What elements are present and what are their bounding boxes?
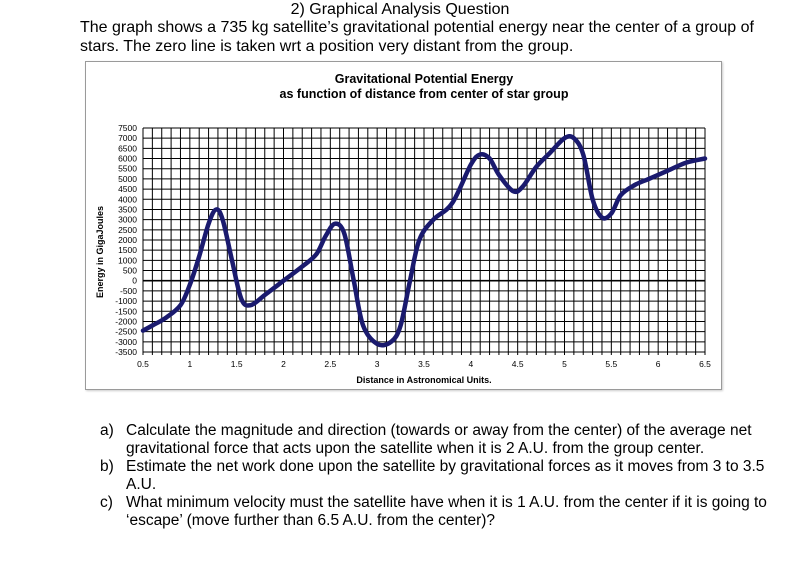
question-text: Calculate the magnitude and direction (t… <box>126 422 752 457</box>
y-tick-label: 2000 <box>118 235 137 245</box>
question-list: a) Calculate the magnitude and direction … <box>100 422 790 530</box>
y-tick-label: 5000 <box>118 174 137 184</box>
x-tick-label: 4.5 <box>512 359 524 369</box>
question-letter: c) <box>100 494 113 511</box>
y-tick-label: 1000 <box>118 255 137 265</box>
y-tick-label: 4000 <box>118 194 137 204</box>
energy-chart: Gravitational Potential Energy as functi… <box>95 72 711 385</box>
y-tick-label: -2500 <box>115 327 137 337</box>
y-tick-label: 4500 <box>118 184 137 194</box>
y-tick-label: -3500 <box>115 347 137 357</box>
y-tick-label: 6000 <box>118 154 137 164</box>
x-tick-label: 4 <box>468 359 473 369</box>
y-tick-label: 500 <box>123 266 137 276</box>
y-tick-label: 5500 <box>118 164 137 174</box>
x-tick-label: 2 <box>281 359 286 369</box>
x-tick-label: 5 <box>562 359 567 369</box>
question-item: a) Calculate the magnitude and direction … <box>100 422 790 458</box>
chart-title-line2: as function of distance from center of s… <box>280 87 569 101</box>
y-tick-label: 7500 <box>118 123 137 133</box>
energy-curve <box>140 134 708 348</box>
x-tick-label: 0.5 <box>137 359 149 369</box>
question-item: b) Estimate the net work done upon the sa… <box>100 458 790 494</box>
chart-title-line1: Gravitational Potential Energy <box>335 72 514 86</box>
y-tick-label: -1500 <box>115 306 137 316</box>
y-tick-label: -1000 <box>115 296 137 306</box>
y-tick-label: -3000 <box>115 337 137 347</box>
x-tick-label: 3 <box>375 359 380 369</box>
y-tick-label: 3000 <box>118 215 137 225</box>
chart-panel: Gravitational Potential Energy as functi… <box>85 61 722 390</box>
y-tick-label: 1500 <box>118 245 137 255</box>
x-tick-label: 2.5 <box>324 359 336 369</box>
x-tick-label: 3.5 <box>418 359 430 369</box>
x-tick-label: 6 <box>656 359 661 369</box>
question-letter: b) <box>100 458 114 475</box>
question-letter: a) <box>100 422 114 439</box>
y-tick-label: 7000 <box>118 133 137 143</box>
question-text: Estimate the net work done upon the sate… <box>126 458 765 493</box>
x-axis-tick-labels: 0.5 1 1.5 2 2.5 3 3.5 4 4.5 5 5.5 6 6.5 <box>137 359 711 369</box>
x-tick-label: 5.5 <box>605 359 617 369</box>
x-tick-label: 1 <box>187 359 192 369</box>
y-tick-label: -500 <box>120 286 137 296</box>
cut-off-text <box>126 548 130 565</box>
y-axis-tick-labels: 7500700065006000550050004500400035003000… <box>115 123 137 357</box>
y-axis-label: Energy in GigaJoules <box>95 206 105 298</box>
y-tick-label: 6500 <box>118 143 137 153</box>
question-intro: The graph shows a 735 kg satellite’s gra… <box>80 19 754 55</box>
y-tick-label: 3500 <box>118 204 137 214</box>
y-tick-label: -2000 <box>115 316 137 326</box>
y-tick-label: 2500 <box>118 225 137 235</box>
x-tick-label: 6.5 <box>699 359 711 369</box>
question-title: 2) Graphical Analysis Question <box>290 1 510 18</box>
x-tick-label: 1.5 <box>231 359 243 369</box>
question-text: What minimum velocity must the satellite… <box>126 494 767 529</box>
x-axis-label: Distance in Astronomical Units. <box>356 375 491 385</box>
question-item: c) What minimum velocity must the satelli… <box>100 494 790 530</box>
y-tick-label: 0 <box>132 276 137 286</box>
